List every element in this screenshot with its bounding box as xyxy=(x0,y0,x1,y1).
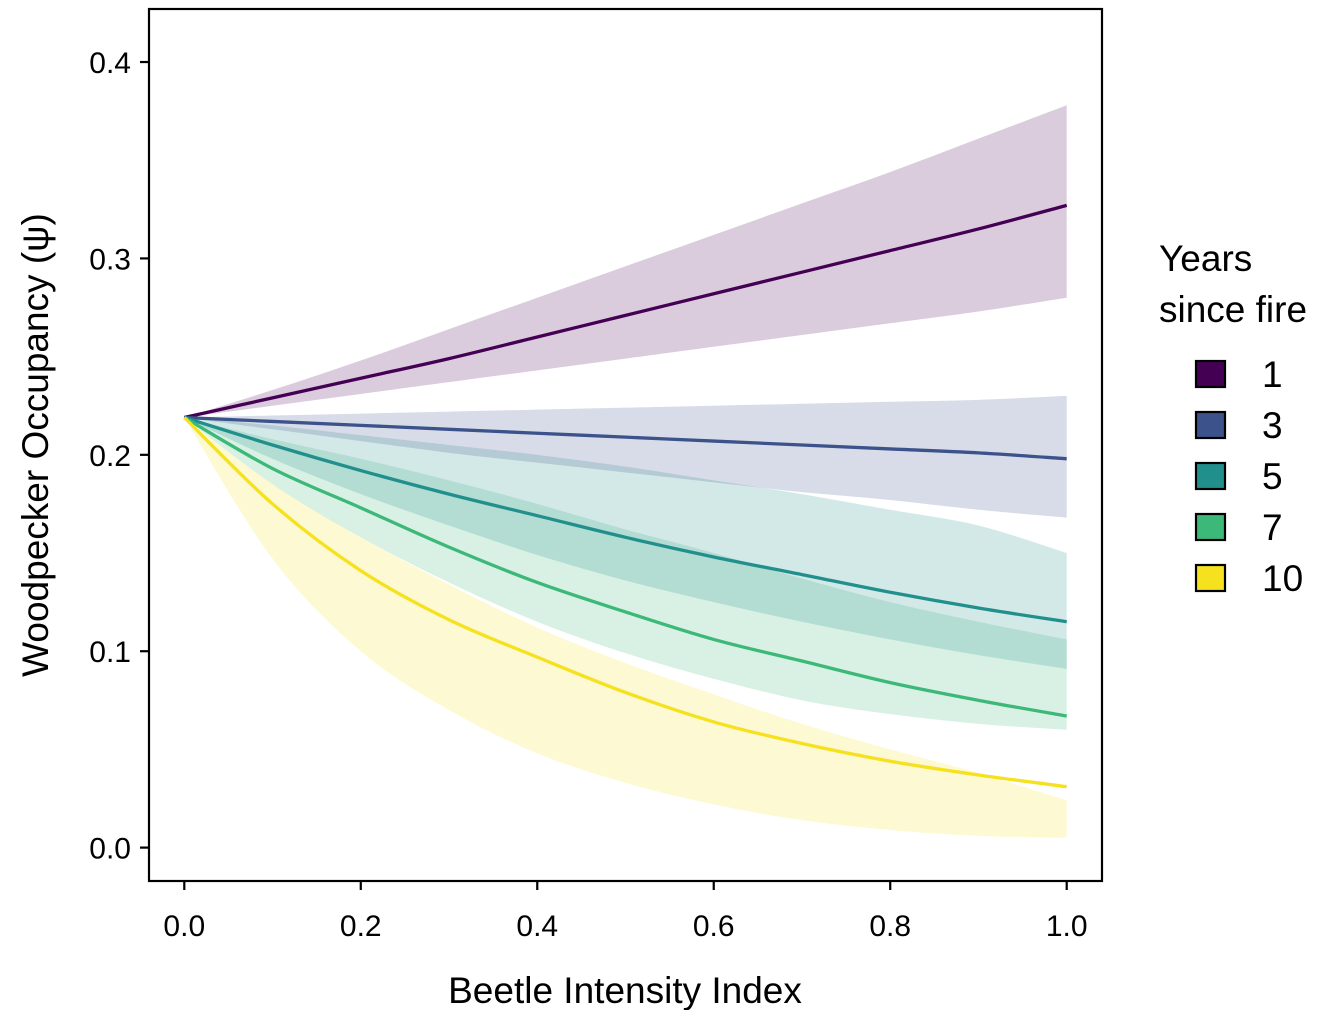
x-tick-label: 0.8 xyxy=(869,910,911,943)
series-lines xyxy=(183,203,1068,789)
y-tick-label: 0.0 xyxy=(89,833,131,866)
legend-title-line-1: Years xyxy=(1159,238,1252,279)
x-tick-label: 0.4 xyxy=(516,910,558,943)
x-axis: 0.0 0.2 0.4 0.6 0.8 1.0 xyxy=(163,881,1088,943)
legend-items: 1 3 5 7 10 xyxy=(1194,354,1303,599)
confidence-bands xyxy=(184,105,1067,838)
y-axis-title: Woodpecker Occupancy (ψ) xyxy=(15,213,56,677)
legend: Years since fire 1 3 5 7 10 xyxy=(1159,238,1307,599)
confidence-band-5 xyxy=(184,417,1067,669)
y-tick-label: 0.1 xyxy=(89,636,131,669)
legend-label-3: 3 xyxy=(1262,405,1283,446)
legend-label-1: 1 xyxy=(1262,354,1283,395)
confidence-band-7 xyxy=(184,417,1067,730)
x-axis-title: Beetle Intensity Index xyxy=(448,970,802,1010)
legend-label-5: 5 xyxy=(1262,456,1283,497)
y-axis: 0.0 0.1 0.2 0.3 0.4 xyxy=(89,47,149,866)
legend-swatch-5 xyxy=(1194,461,1227,491)
series-line-1 xyxy=(183,203,1068,420)
series-line-7 xyxy=(183,416,1067,718)
legend-swatch-7 xyxy=(1194,512,1227,542)
series-line-5 xyxy=(183,415,1067,624)
legend-swatch-3 xyxy=(1194,410,1227,440)
legend-swatch-1 xyxy=(1194,359,1227,389)
x-tick-label: 0.6 xyxy=(693,910,735,943)
legend-label-7: 7 xyxy=(1262,507,1283,548)
x-tick-label: 0.0 xyxy=(163,910,205,943)
legend-title-line-2: since fire xyxy=(1159,289,1307,330)
plot-panel-border xyxy=(147,7,1104,883)
series-line-10 xyxy=(183,416,1067,789)
y-tick-label: 0.2 xyxy=(89,440,131,473)
legend-swatch-10 xyxy=(1194,563,1227,593)
x-tick-label: 1.0 xyxy=(1046,910,1088,943)
confidence-band-1 xyxy=(184,105,1067,418)
confidence-band-10 xyxy=(184,417,1067,838)
y-tick-label: 0.3 xyxy=(89,243,131,276)
legend-label-10: 10 xyxy=(1262,558,1303,599)
x-tick-label: 0.2 xyxy=(340,910,382,943)
series-line-3 xyxy=(184,415,1067,461)
y-tick-label: 0.4 xyxy=(89,47,131,80)
